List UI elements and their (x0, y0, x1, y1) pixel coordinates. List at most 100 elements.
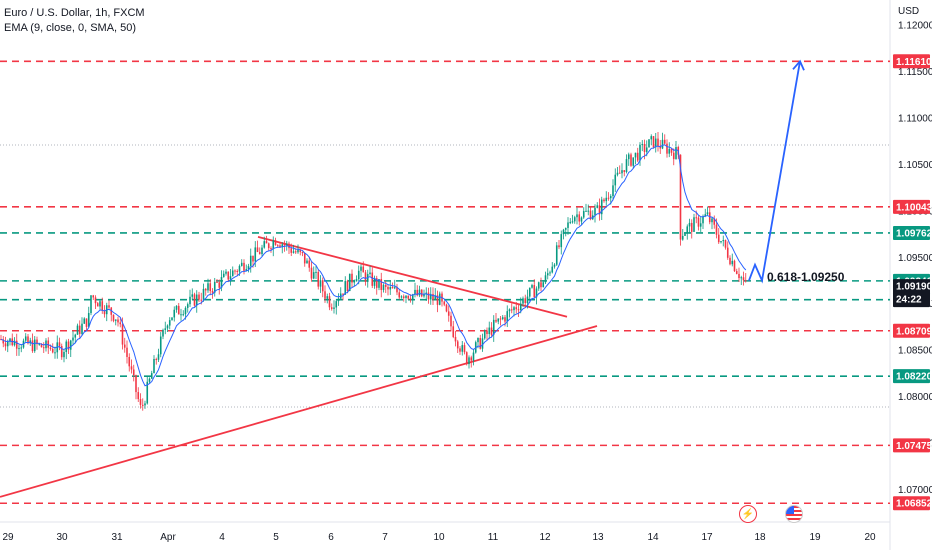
candle-body (335, 301, 338, 308)
candle-body (330, 307, 333, 309)
candle-body (607, 197, 610, 199)
candle-body (695, 217, 698, 219)
us-flag-event-icon[interactable] (785, 505, 803, 523)
candle-body (645, 147, 648, 152)
price-axis[interactable]: 1.120001.115001.110001.105001.100001.095… (898, 21, 932, 496)
candle-body (168, 320, 171, 326)
level-price-tag (893, 438, 930, 453)
candle-body (369, 272, 371, 275)
candle-body (454, 336, 457, 342)
candle-body (51, 348, 54, 353)
candle-body (281, 244, 284, 248)
projection-arrowhead (792, 59, 805, 71)
candle-body (69, 340, 72, 350)
candle-body (371, 272, 374, 286)
candle-body (81, 323, 83, 334)
lightning-event-icon[interactable]: ⚡ (739, 505, 757, 523)
candle-body (308, 260, 311, 268)
indicator-label[interactable]: EMA (9, close, 0, SMA, 50) (4, 22, 137, 34)
candle-body (207, 283, 209, 291)
candle-body (699, 223, 702, 227)
candle-body (391, 286, 394, 289)
candle-body (722, 240, 725, 242)
candle-body (85, 318, 88, 327)
candle-body (119, 322, 122, 325)
level-price-tag (893, 496, 930, 511)
candle-body (270, 248, 272, 250)
candle-body (744, 280, 747, 282)
candle-body (549, 272, 551, 274)
candle-body (108, 305, 110, 308)
candle-body (247, 266, 250, 270)
candle-body (456, 341, 459, 349)
candle-body (504, 317, 506, 322)
candle-body (301, 252, 304, 254)
candle-body (432, 293, 434, 300)
candle-body (195, 294, 198, 306)
candle-body (200, 299, 203, 301)
candle-body (445, 304, 448, 312)
candle-body (632, 157, 635, 166)
candle-body (236, 270, 239, 272)
candle-body (731, 260, 734, 265)
candle-body (362, 266, 365, 273)
candle-body (13, 340, 16, 346)
candle-body (24, 336, 27, 341)
candle-body (407, 295, 410, 299)
candle-body (202, 288, 205, 300)
candle-body (249, 255, 252, 267)
candle-body (159, 336, 162, 355)
candle-body (238, 265, 241, 272)
candle-body (36, 339, 38, 345)
candle-body (542, 282, 545, 288)
candle-body (499, 318, 502, 320)
candle-body (186, 304, 189, 308)
time-axis[interactable]: 29 30 31 Apr 4 5 6 7 10 11 12 13 14 17 18 19 20 (2, 532, 876, 543)
candle-body (650, 136, 653, 140)
candle-body (609, 196, 612, 199)
candle-body (621, 170, 623, 174)
level-price-tag-text: 1.11610 (896, 57, 932, 68)
candle-body (285, 243, 288, 246)
candle-body (265, 241, 268, 244)
price-tags: 1.116101.100431.097621.092461.090441.087… (893, 54, 932, 511)
candle-body (191, 294, 194, 297)
candle-body (630, 154, 632, 166)
candle-body (648, 139, 650, 148)
candle-body (321, 280, 324, 292)
symbol-title[interactable]: Euro / U.S. Dollar, 1h, FXCM (4, 7, 145, 19)
candle-body (573, 217, 576, 222)
candle-body (459, 348, 461, 352)
x-tick-label: Apr (160, 532, 176, 543)
candle-body (427, 292, 430, 300)
candle-body (141, 404, 144, 406)
candle-body (582, 211, 585, 218)
candle-body (344, 281, 347, 295)
candle-body (603, 199, 605, 202)
candle-body (555, 245, 558, 265)
candle-body (411, 294, 414, 301)
candle-body (274, 240, 277, 246)
candle-body (47, 340, 50, 348)
candle-body (310, 267, 313, 279)
candle-body (526, 296, 529, 304)
candle-body (488, 327, 491, 335)
plot-area[interactable] (0, 0, 890, 550)
candle-body (164, 328, 167, 330)
candle-body (137, 392, 140, 400)
candle-body (614, 174, 617, 186)
level-price-tag (893, 323, 930, 338)
level-price-tag (893, 369, 930, 384)
candle-body (175, 305, 178, 310)
candle-body (9, 338, 11, 342)
candle-body (560, 234, 563, 248)
candle-body (348, 273, 351, 292)
trendlines (0, 235, 598, 498)
candle-body (409, 298, 412, 301)
candle-body (83, 318, 86, 324)
x-tick-label: 29 (2, 532, 14, 543)
candle-body (184, 307, 187, 315)
candle-body (263, 241, 266, 248)
candle-body (544, 275, 547, 283)
